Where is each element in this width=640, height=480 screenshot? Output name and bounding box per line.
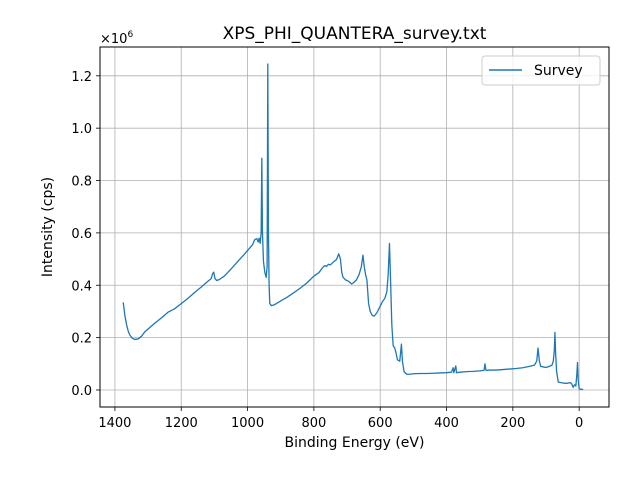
legend: Survey [481,55,601,86]
x-tick-label: 1400 [98,416,131,431]
y-axis-multiplier: ×106 [100,30,133,47]
y-tick-label: 0.2 [71,332,92,347]
series-layer [122,63,584,391]
plot-frame [99,46,610,408]
chart-title: XPS_PHI_QUANTERA_survey.txt [223,24,487,44]
x-axis-label: Binding Energy (eV) [285,435,425,451]
y-tick-label: 0.0 [71,384,92,399]
x-tick-label: 1000 [231,416,264,431]
grid-lines [100,47,609,407]
y-axis-label: Intensity (cps) [40,177,56,277]
legend-box [481,55,601,86]
y-axis-multiplier-base: ×10 [100,32,127,47]
y-tick-label: 0.4 [71,279,92,294]
y-tick-label: 0.8 [71,175,92,190]
x-tick-label: 200 [500,416,525,431]
y-tick-label: 0.6 [71,227,92,242]
legend-label-survey: Survey [534,63,583,79]
axis-ticks: 1400 1200 1000 800 600 400 200 0 0.0 0.2 0.4 0.6 0.8… [71,70,583,431]
y-tick-label: 1.0 [71,122,92,137]
y-axis-multiplier-exponent: 6 [127,30,133,40]
series-line-survey [122,63,584,391]
x-tick-label: 0 [575,416,583,431]
y-tick-label: 1.2 [71,70,92,85]
x-tick-label: 400 [434,416,459,431]
x-tick-label: 800 [301,416,326,431]
x-tick-label: 600 [368,416,393,431]
x-tick-label: 1200 [165,416,198,431]
